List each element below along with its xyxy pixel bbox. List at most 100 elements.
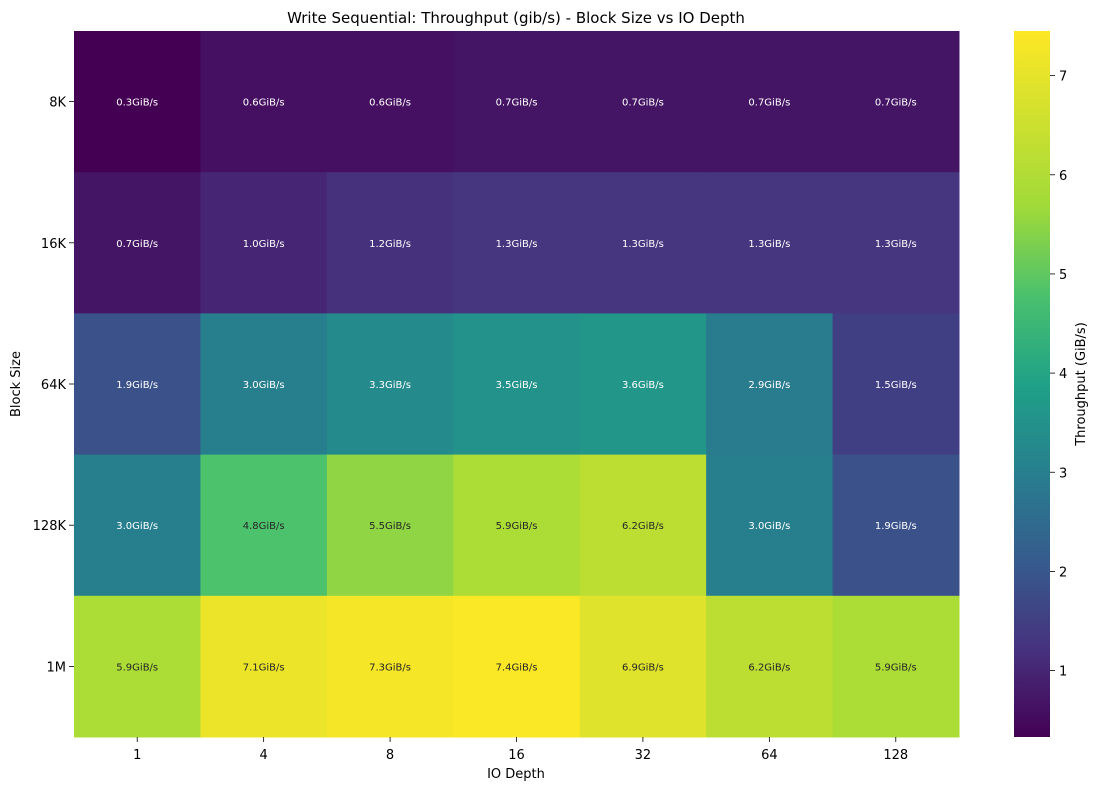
heatmap-cell xyxy=(706,595,834,738)
heatmap-cell xyxy=(74,454,201,597)
cell-value-label: 3.5GiB/s xyxy=(496,380,538,391)
heatmap-cell xyxy=(453,172,581,314)
cell-value-label: 1.3GiB/s xyxy=(622,239,664,250)
y-tick-label: 1M xyxy=(47,660,67,675)
heatmap-cell xyxy=(200,454,328,597)
cell-value-label: 5.5GiB/s xyxy=(369,521,411,532)
cell-value-label: 1.3GiB/s xyxy=(496,239,538,250)
y-tick-label: 8K xyxy=(49,96,66,111)
colorbar-tick-label: 2 xyxy=(1059,565,1067,580)
cell-value-label: 4.8GiB/s xyxy=(243,521,285,532)
heatmap-cell xyxy=(453,31,581,173)
cell-value-label: 6.2GiB/s xyxy=(748,662,790,673)
heatmap-cell xyxy=(706,31,834,173)
heatmap-cell xyxy=(579,595,707,738)
cell-value-label: 5.9GiB/s xyxy=(116,662,158,673)
cell-value-label: 0.6GiB/s xyxy=(369,98,411,109)
x-tick-label: 8 xyxy=(386,748,394,763)
cell-value-label: 1.9GiB/s xyxy=(116,380,158,391)
x-axis-label: IO Depth xyxy=(487,767,545,782)
colorbar-tick-label: 6 xyxy=(1059,169,1067,184)
cell-value-label: 0.3GiB/s xyxy=(116,98,158,109)
cell-value-label: 0.7GiB/s xyxy=(116,239,158,250)
heatmap-cell xyxy=(832,172,960,314)
cell-value-label: 1.9GiB/s xyxy=(875,521,917,532)
x-tick-label: 1 xyxy=(133,748,141,763)
heatmap-cell xyxy=(453,313,581,456)
x-tick-label: 32 xyxy=(635,748,652,763)
cell-value-label: 7.3GiB/s xyxy=(369,662,411,673)
heatmap-cell xyxy=(200,31,328,173)
heatmap-cell xyxy=(579,31,707,173)
cell-value-label: 3.6GiB/s xyxy=(622,380,664,391)
heatmap-cell xyxy=(326,31,454,173)
x-tick-label: 64 xyxy=(761,748,778,763)
heatmap-cell xyxy=(706,454,834,597)
heatmap-cell xyxy=(579,172,707,314)
x-tick-label: 4 xyxy=(260,748,268,763)
y-axis: 8K 16K 64K 128K 1M xyxy=(33,96,74,675)
heatmap-cell xyxy=(832,595,960,738)
colorbar-ticks: 1 2 3 4 5 6 7 xyxy=(1050,70,1067,680)
heatmap-cell xyxy=(579,313,707,456)
heatmap-cell xyxy=(453,595,581,738)
colorbar-tick-label: 5 xyxy=(1059,268,1067,283)
cell-value-label: 3.0GiB/s xyxy=(748,521,790,532)
heatmap-cell xyxy=(326,595,454,738)
heatmap-cell xyxy=(326,454,454,597)
cell-value-label: 0.7GiB/s xyxy=(496,98,538,109)
cell-value-label: 7.4GiB/s xyxy=(496,662,538,673)
cell-value-label: 5.9GiB/s xyxy=(496,521,538,532)
cell-value-label: 1.5GiB/s xyxy=(875,380,917,391)
chart-title: Write Sequential: Throughput (gib/s) - B… xyxy=(287,9,745,27)
cell-value-label: 1.0GiB/s xyxy=(243,239,285,250)
cell-value-label: 3.3GiB/s xyxy=(369,380,411,391)
heatmap-cell xyxy=(74,595,201,738)
heatmap-cell xyxy=(74,31,201,173)
heatmap-cell xyxy=(706,172,834,314)
colorbar-tick-label: 4 xyxy=(1059,367,1067,382)
cell-value-label: 5.9GiB/s xyxy=(875,662,917,673)
cell-value-label: 1.2GiB/s xyxy=(369,239,411,250)
heatmap-cell xyxy=(453,454,581,597)
x-tick-label: 16 xyxy=(508,748,525,763)
colorbar-tick-label: 1 xyxy=(1059,665,1067,680)
heatmap-cell xyxy=(832,454,960,597)
x-axis: 1 4 8 16 32 64 128 xyxy=(133,737,908,763)
cell-value-label: 1.3GiB/s xyxy=(748,239,790,250)
heatmap-cell xyxy=(200,172,328,314)
heatmap-cell xyxy=(326,172,454,314)
cell-value-label: 0.6GiB/s xyxy=(243,98,285,109)
colorbar xyxy=(1014,31,1050,737)
heatmap-cell xyxy=(326,313,454,456)
heatmap-cell xyxy=(74,313,201,456)
heatmap-cell xyxy=(200,595,328,738)
heatmap-cells: 0.3GiB/s 0.6GiB/s 0.6GiB/s 0.7GiB/s 0.7GiB/s… xyxy=(74,31,960,738)
cell-value-label: 6.9GiB/s xyxy=(622,662,664,673)
heatmap-cell xyxy=(706,313,834,456)
y-tick-label: 16K xyxy=(41,237,67,252)
colorbar-tick-label: 3 xyxy=(1059,466,1067,481)
cell-value-label: 2.9GiB/s xyxy=(748,380,790,391)
y-tick-label: 128K xyxy=(33,519,67,534)
x-tick-label: 128 xyxy=(883,748,908,763)
cell-value-label: 6.2GiB/s xyxy=(622,521,664,532)
colorbar-label: Throughput (GiB/s) xyxy=(1074,322,1089,447)
cell-value-label: 3.0GiB/s xyxy=(243,380,285,391)
cell-value-label: 0.7GiB/s xyxy=(748,98,790,109)
heatmap-cell xyxy=(74,172,201,314)
heatmap-cell xyxy=(200,313,328,456)
colorbar-tick-label: 7 xyxy=(1059,70,1067,85)
heatmap-cell xyxy=(579,454,707,597)
cell-value-label: 7.1GiB/s xyxy=(243,662,285,673)
cell-value-label: 3.0GiB/s xyxy=(116,521,158,532)
y-tick-label: 64K xyxy=(41,378,67,393)
cell-value-label: 0.7GiB/s xyxy=(875,98,917,109)
heatmap-cell xyxy=(832,313,960,456)
cell-value-label: 0.7GiB/s xyxy=(622,98,664,109)
heatmap-cell xyxy=(832,31,960,173)
cell-value-label: 1.3GiB/s xyxy=(875,239,917,250)
y-axis-label: Block Size xyxy=(9,351,24,417)
